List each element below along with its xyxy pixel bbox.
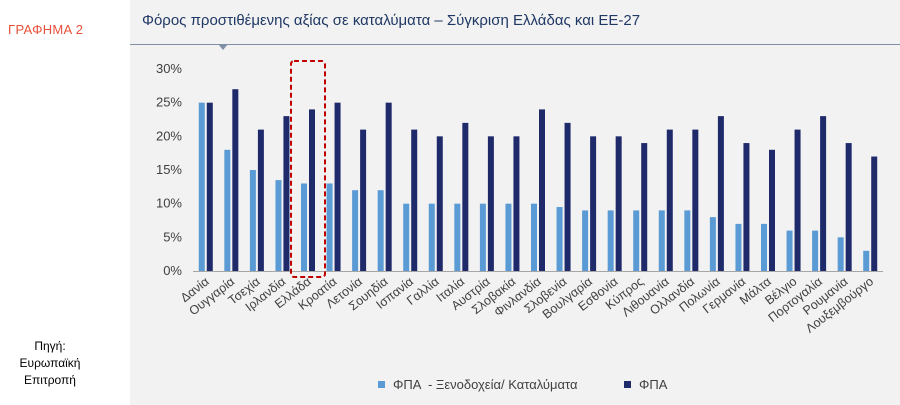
y-tick-label: 10% (156, 196, 182, 211)
bar-hotel-vat (301, 183, 307, 271)
chart-title: Φόρος προστιθέμενης αξίας σε καταλύματα … (142, 12, 641, 29)
y-tick-label: 15% (156, 162, 182, 177)
bar-hotel-vat (556, 207, 563, 271)
bar-hotel-vat (607, 210, 614, 271)
bar-hotel-vat (428, 203, 435, 271)
bar-standard-vat (845, 143, 852, 271)
bar-standard-vat (539, 109, 545, 272)
bar-standard-vat (666, 129, 673, 271)
bar-standard-vat (232, 89, 239, 271)
bar-hotel-vat (249, 170, 256, 271)
bar-hotel-vat (633, 210, 640, 271)
bar-hotel-vat (837, 237, 844, 271)
sidebar: ΓΡΑΦΗΜΑ 2 Πηγή: Ευρωπαϊκή Επιτροπή (0, 0, 115, 405)
bar-hotel-vat (224, 149, 231, 271)
bar-standard-vat (615, 136, 622, 271)
bar-standard-vat (794, 129, 801, 271)
legend-item-hotels: ΦΠΑ - Ξενοδοχεία/ Καταλύματα (378, 377, 577, 392)
bar-standard-vat (564, 122, 571, 271)
bar-standard-vat (769, 149, 775, 271)
bar-hotel-vat (582, 210, 589, 271)
bar-hotel-vat (786, 230, 793, 271)
bar-hotel-vat (735, 223, 742, 271)
bar-hotel-vat (761, 223, 767, 271)
source-note: Πηγή: Ευρωπαϊκή Επιτροπή (0, 338, 100, 389)
legend-swatch-dark (624, 381, 631, 388)
bar-standard-vat (411, 129, 418, 271)
bar-standard-vat (641, 143, 648, 271)
bar-standard-vat (487, 136, 494, 271)
bar-hotel-vat (198, 102, 205, 272)
bar-standard-vat (436, 136, 443, 271)
bar-hotel-vat (658, 210, 665, 271)
y-tick-label: 25% (156, 95, 182, 110)
figure-label: ΓΡΑΦΗΜΑ 2 (8, 22, 84, 37)
bar-hotel-vat (863, 250, 870, 271)
bar-standard-vat (743, 143, 750, 271)
bar-standard-vat (692, 129, 699, 271)
bar-standard-vat (360, 129, 367, 271)
bar-standard-vat (590, 136, 597, 271)
bar-hotel-vat (403, 203, 410, 271)
bar-standard-vat (513, 136, 520, 271)
bar-hotel-vat (531, 203, 537, 271)
source-line: Πηγή: (34, 339, 66, 353)
y-tick-label: 0% (163, 263, 182, 278)
bar-standard-vat (717, 116, 724, 271)
source-line: Επιτροπή (24, 373, 76, 387)
title-pointer (218, 44, 228, 50)
bar-hotel-vat (326, 183, 333, 271)
bar-hotel-vat (505, 203, 512, 271)
bar-standard-vat (385, 102, 392, 272)
bar-hotel-vat (709, 217, 716, 271)
bar-hotel-vat (684, 210, 691, 271)
bar-standard-vat (206, 102, 213, 272)
y-tick-label: 30% (156, 61, 182, 76)
y-tick-label: 20% (156, 128, 182, 143)
bar-hotel-vat (454, 203, 461, 271)
y-tick-label: 5% (163, 229, 182, 244)
bar-standard-vat (462, 122, 469, 271)
source-line: Ευρωπαϊκή (19, 356, 81, 370)
title-divider (130, 44, 900, 45)
bar-hotel-vat (352, 190, 359, 271)
bar-standard-vat (283, 116, 290, 271)
highlight-box-greece (290, 60, 326, 278)
legend-swatch-light (378, 381, 385, 388)
legend-label: ΦΠΑ (639, 377, 668, 392)
bar-hotel-vat (275, 180, 282, 271)
legend-label: ΦΠΑ - Ξενοδοχεία/ Καταλύματα (393, 377, 578, 392)
bar-standard-vat (820, 116, 827, 271)
bar-hotel-vat (377, 190, 384, 271)
bar-standard-vat (309, 109, 315, 272)
bar-hotel-vat (812, 230, 819, 271)
legend-item-vat: ΦΠΑ (624, 377, 667, 392)
bar-standard-vat (871, 156, 878, 271)
bar-standard-vat (257, 129, 264, 271)
bar-standard-vat (334, 102, 341, 272)
bar-hotel-vat (479, 203, 486, 271)
